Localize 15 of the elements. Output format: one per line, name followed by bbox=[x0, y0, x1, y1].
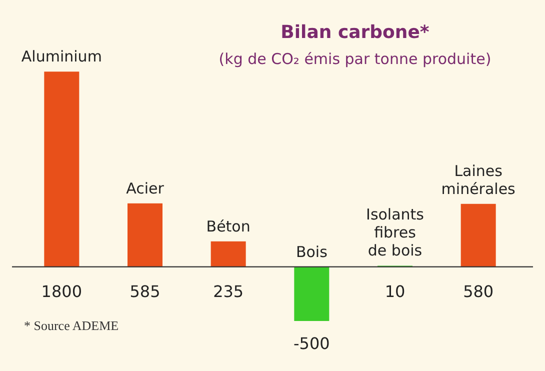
data-label: -500 bbox=[294, 334, 330, 353]
x-tick-label: Aluminium bbox=[21, 48, 102, 66]
x-tick-label: Isolants fibres de bois bbox=[366, 206, 424, 260]
x-tick-label: Laines minérales bbox=[441, 162, 516, 198]
chart-title: Bilan carbone* bbox=[280, 22, 430, 43]
data-label: 580 bbox=[463, 282, 494, 301]
data-label: 585 bbox=[130, 282, 160, 301]
x-tick-label: Béton bbox=[206, 217, 250, 236]
chart-subtitle: (kg de CO₂ émis par tonne produite) bbox=[218, 50, 492, 68]
data-label: 1800 bbox=[41, 282, 82, 301]
data-label: 235 bbox=[213, 282, 244, 301]
annotation: * Source ADEME bbox=[24, 318, 119, 334]
x-tick-label: Acier bbox=[126, 179, 165, 198]
x-tick-label: Bois bbox=[296, 242, 328, 261]
data-label: 10 bbox=[384, 282, 406, 301]
